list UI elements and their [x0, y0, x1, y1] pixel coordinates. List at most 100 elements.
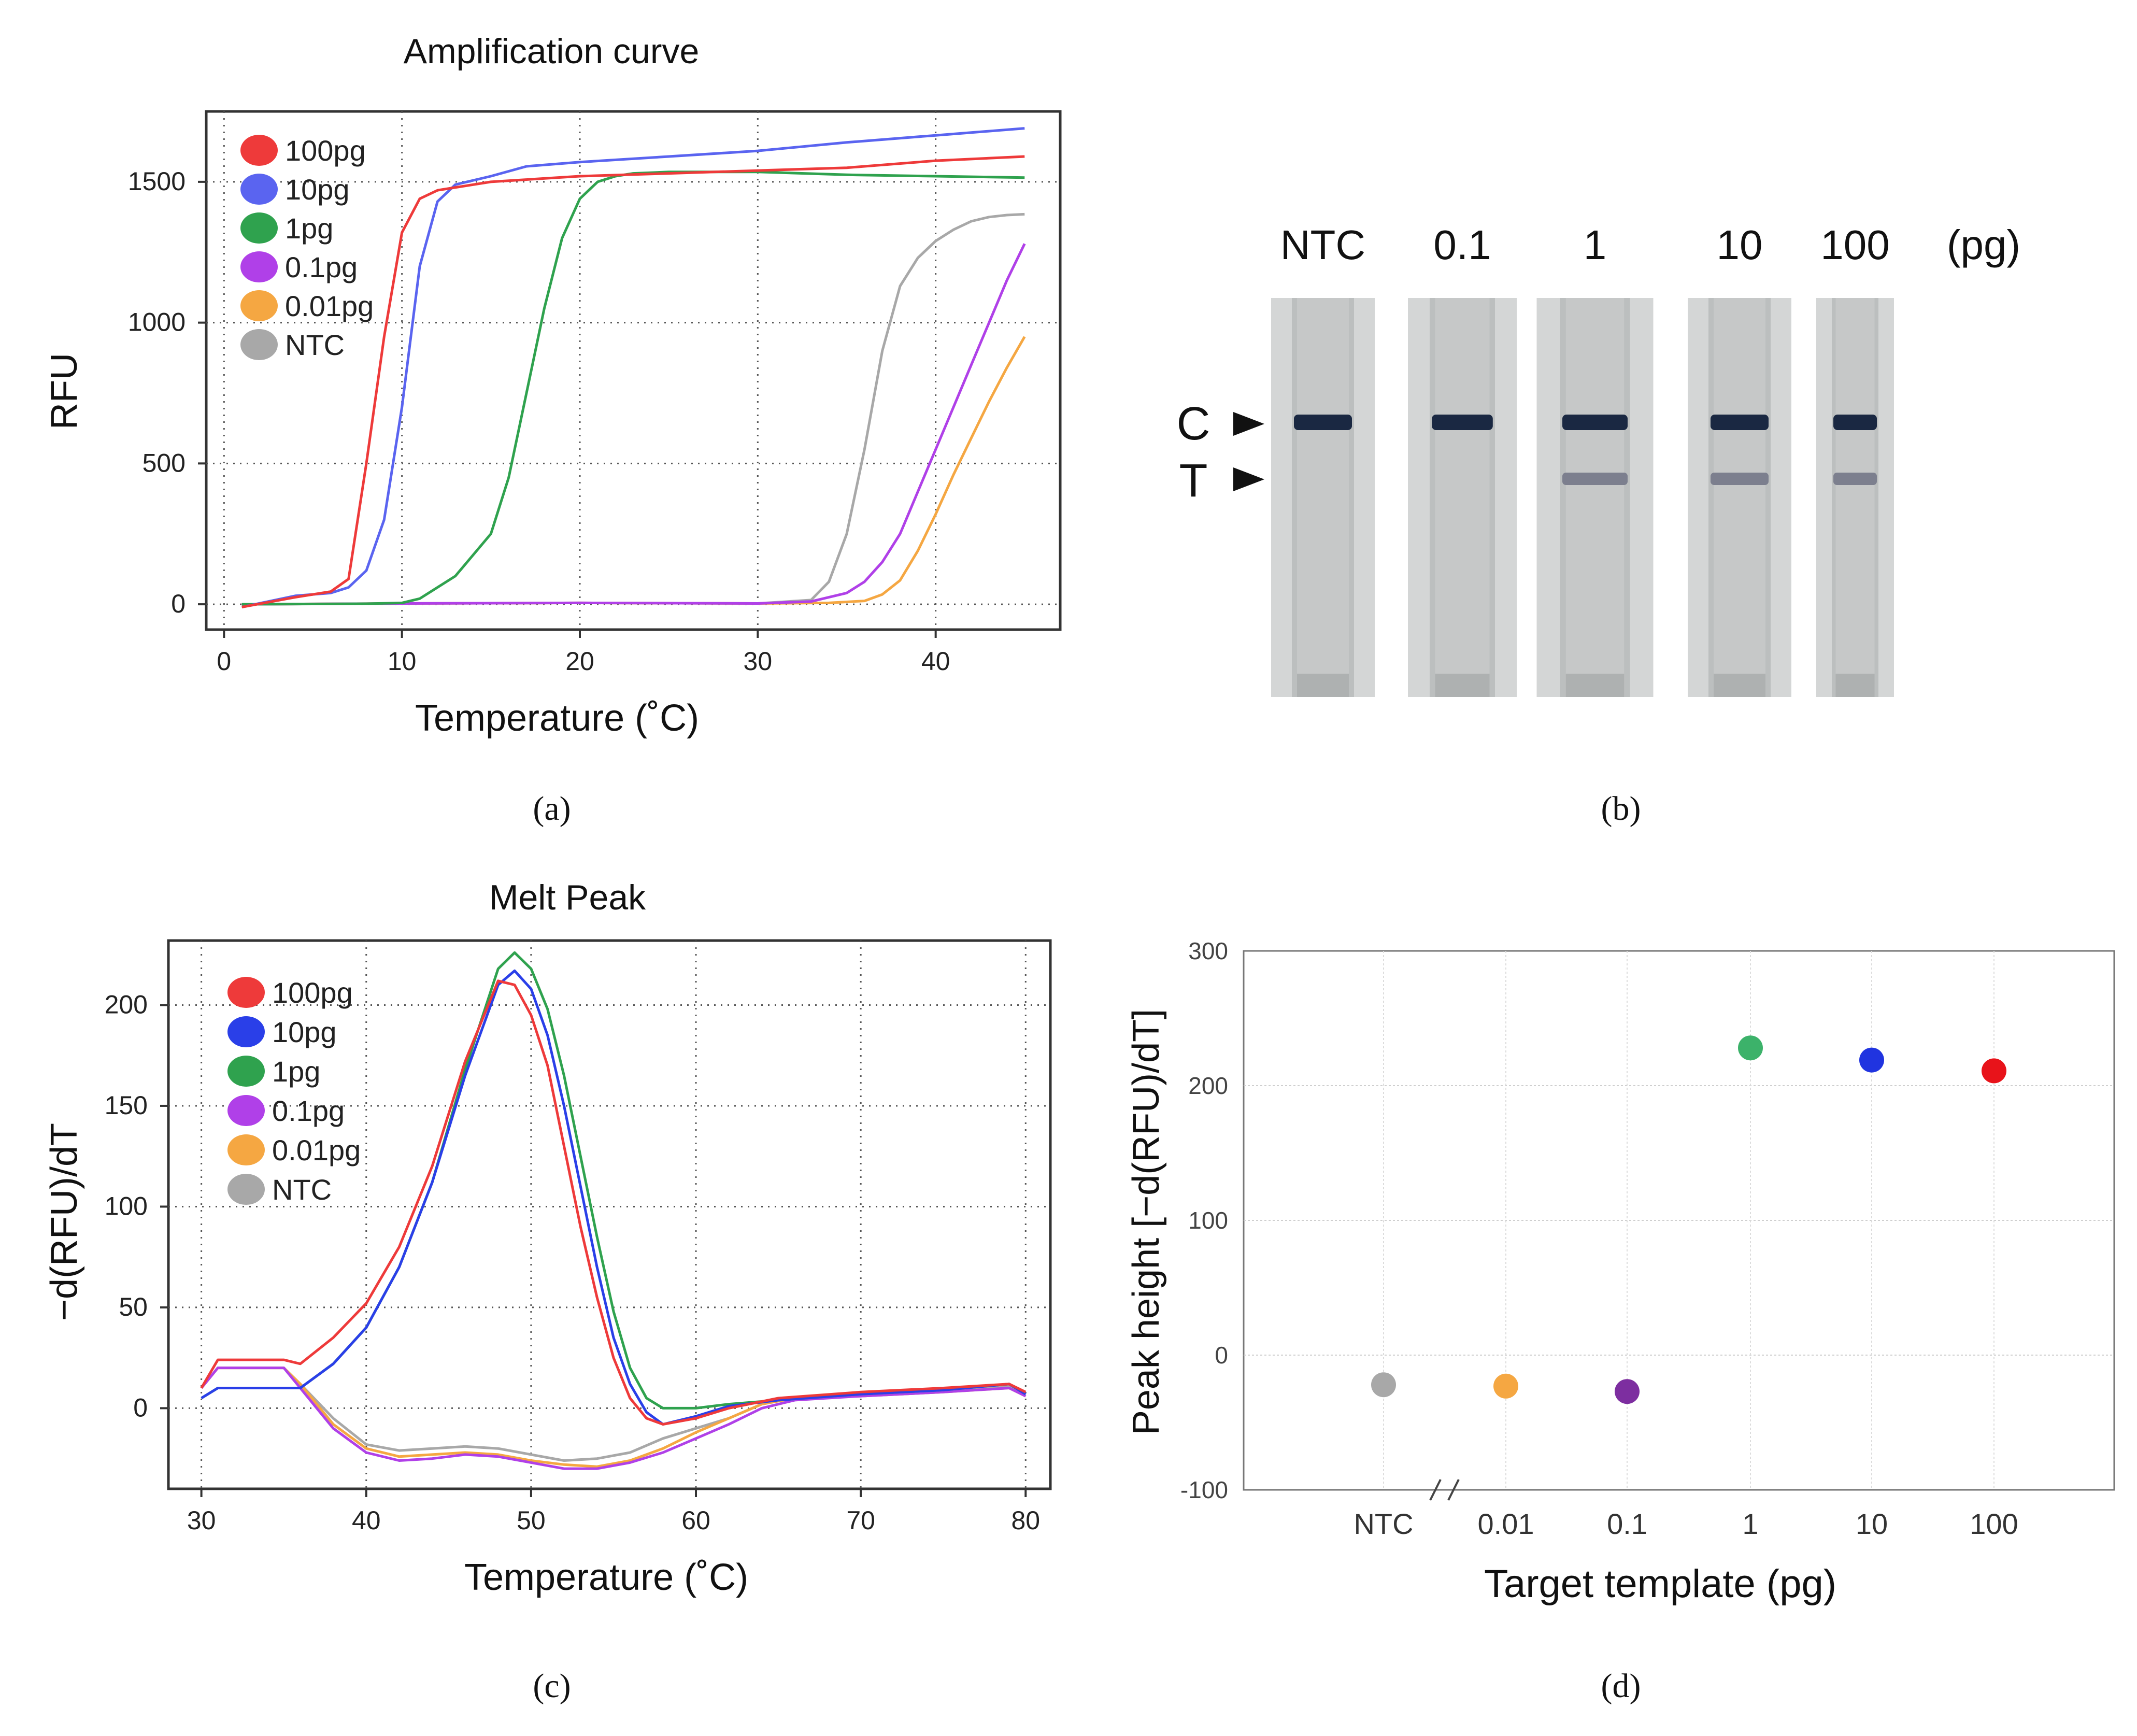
chart-a-xtick: 10	[388, 647, 417, 676]
panel-b: NTC 0.1 1 10 100 (pg) C T (b)	[1177, 222, 2021, 828]
chart-a-ytick: 500	[143, 448, 186, 477]
chart-d-ytick: 100	[1188, 1207, 1228, 1234]
strip-header: 10	[1717, 222, 1763, 268]
legend-marker-1pg	[227, 1056, 265, 1087]
chart-d-xtick: 1	[1742, 1507, 1758, 1540]
chart-a-series-10pg	[241, 127, 1025, 608]
legend-label: 10pg	[285, 173, 350, 206]
chart-c-ylabel: −d(RFU)/dT	[44, 1123, 85, 1321]
chart-a-ytick: 1500	[128, 167, 186, 196]
legend-label: 100pg	[272, 976, 353, 1009]
marker-t-label: T	[1179, 455, 1208, 507]
strip-header: NTC	[1280, 222, 1365, 268]
chart-c-ytick: 50	[119, 1292, 148, 1321]
test-strip	[1536, 298, 1654, 697]
control-line	[1294, 415, 1352, 430]
chart-a-xtick: 40	[921, 647, 950, 676]
chart-c-series-0.1pg	[200, 1367, 1027, 1470]
chart-c-xtick: 60	[681, 1506, 710, 1535]
chart-c-xtick: 40	[352, 1506, 381, 1535]
marker-c-label: C	[1177, 398, 1210, 450]
control-line	[1833, 415, 1877, 430]
chart-a-series-0.1pg	[241, 243, 1026, 606]
chart-c-ytick: 100	[105, 1191, 148, 1220]
chart-c-frame	[167, 939, 1052, 1490]
legend-marker-1pg	[240, 212, 278, 244]
chart-d-xtick: 0.1	[1607, 1507, 1647, 1540]
chart-a-ytick: 0	[171, 589, 186, 618]
test-line	[1711, 473, 1769, 485]
chart-c-title: Melt Peak	[489, 878, 646, 917]
panel-label-a: (a)	[533, 790, 571, 828]
strip-header: 0.1	[1433, 222, 1491, 268]
chart-d-ylabel: Peak height [−d(RFU)/dT]	[1126, 1009, 1167, 1435]
chart-c-ytick: 0	[133, 1393, 148, 1422]
strip-header: 100	[1820, 222, 1889, 268]
panel-label-c: (c)	[533, 1667, 571, 1705]
panel-d: -100 0 100 200 300 NTC 0.01 0.1 1 10 100 Target te…	[1126, 937, 2115, 1705]
scatter-point-10	[1859, 1047, 1884, 1073]
chart-a-xtick: 20	[565, 647, 594, 676]
panel-a: Amplification curve 0 10 20 30 40 0 500 1000 150…	[44, 32, 1062, 828]
legend-label: 1pg	[272, 1055, 320, 1088]
marker-c-arrow	[1233, 412, 1264, 436]
chart-d-ytick: -100	[1180, 1476, 1228, 1503]
legend-label: NTC	[285, 329, 345, 361]
legend-label: 0.01pg	[272, 1134, 361, 1166]
test-strip	[1271, 298, 1375, 697]
scatter-point-0.01	[1493, 1373, 1518, 1399]
scatter-point-1	[1738, 1035, 1763, 1061]
chart-a-ytick: 1000	[128, 308, 186, 337]
chart-a-xtick: 0	[217, 647, 231, 676]
legend-marker-0.01pg	[240, 290, 278, 321]
chart-d-ytick: 300	[1188, 937, 1228, 964]
chart-d-xtick: 100	[1970, 1507, 2018, 1540]
chart-d-xlabel: Target template (pg)	[1484, 1562, 1836, 1606]
legend-marker-100pg	[227, 977, 265, 1008]
test-strip	[1816, 298, 1894, 697]
legend-marker-10pg	[227, 1016, 265, 1047]
panel-c: Melt Peak 30 40 50 60 70 80 0 50 100 150 200 100pg…	[44, 878, 1052, 1705]
marker-t-arrow	[1233, 467, 1264, 491]
legend-label: 100pg	[285, 134, 366, 167]
legend-marker-0.01pg	[227, 1134, 265, 1165]
chart-c-xtick: 30	[187, 1506, 216, 1535]
legend-marker-10pg	[240, 174, 278, 205]
chart-c-xlabel: Temperature (˚C)	[464, 1557, 748, 1598]
legend-marker-100pg	[240, 135, 278, 166]
legend-label: 10pg	[272, 1016, 337, 1048]
scatter-point-0.1	[1615, 1379, 1640, 1404]
chart-d-xtick: NTC	[1354, 1507, 1413, 1540]
test-strip	[1408, 298, 1517, 697]
strip-unit-label: (pg)	[1947, 222, 2020, 268]
chart-a-series-1pg	[241, 170, 1025, 606]
legend-marker-NTC	[227, 1174, 265, 1205]
chart-a-ylabel: RFU	[44, 353, 85, 430]
chart-c-ytick: 200	[105, 990, 148, 1019]
control-line	[1562, 415, 1628, 430]
axis-break-mark	[1429, 1479, 1460, 1501]
chart-d-ytick: 0	[1215, 1342, 1228, 1369]
legend-marker-NTC	[240, 329, 278, 360]
legend-label: 0.1pg	[285, 251, 358, 283]
legend-label: 0.1pg	[272, 1094, 345, 1127]
legend-label: 1pg	[285, 212, 333, 245]
chart-c-series-100pg	[200, 979, 1027, 1426]
legend-label: NTC	[272, 1173, 332, 1206]
scatter-point-NTC	[1371, 1372, 1396, 1398]
scatter-point-100	[1982, 1058, 2006, 1084]
test-strip	[1688, 298, 1791, 697]
panel-label-d: (d)	[1601, 1667, 1641, 1705]
chart-d-ytick: 200	[1188, 1072, 1228, 1099]
chart-d-xtick: 0.01	[1478, 1507, 1534, 1540]
chart-a-series-100pg	[241, 155, 1025, 608]
legend-marker-0.1pg	[227, 1095, 265, 1126]
chart-d-xtick: 10	[1856, 1507, 1888, 1540]
chart-c-xtick: 80	[1011, 1506, 1040, 1535]
test-line	[1833, 473, 1877, 485]
test-line	[1562, 473, 1628, 485]
chart-c-xtick: 70	[846, 1506, 875, 1535]
legend-label: 0.01pg	[285, 290, 374, 322]
chart-a-frame	[205, 110, 1062, 631]
